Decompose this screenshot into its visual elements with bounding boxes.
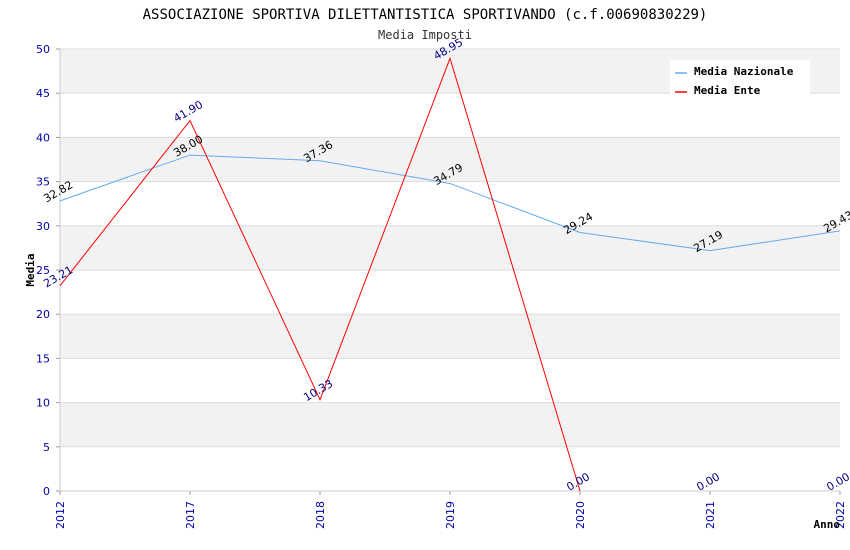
y-tick-label: 15 xyxy=(36,352,50,365)
x-tick-label: 2019 xyxy=(444,501,457,529)
y-tick-label: 0 xyxy=(43,485,50,498)
x-tick-label: 2021 xyxy=(704,501,717,529)
y-tick-label: 45 xyxy=(36,87,50,100)
axes xyxy=(59,49,840,492)
legend-box xyxy=(670,60,810,98)
x-tick-label: 2017 xyxy=(184,501,197,529)
plot-band xyxy=(60,225,840,270)
y-tick-labels: 0 5 10 15 20 25 30 35 40 45 50 xyxy=(36,43,50,498)
chart-subtitle: Media Imposti xyxy=(378,28,472,42)
legend: Media Nazionale Media Ente xyxy=(670,60,810,98)
legend-label-media-ente: Media Ente xyxy=(694,84,761,97)
plot-band xyxy=(60,270,840,315)
plot-band xyxy=(60,446,840,491)
series-line-media-nazionale xyxy=(59,154,841,252)
x-tick-label: 2022 xyxy=(834,501,847,529)
y-tick-label: 35 xyxy=(36,176,50,189)
plot-band xyxy=(60,358,840,403)
plot-bands xyxy=(60,49,840,491)
series-line-media-ente xyxy=(59,56,581,492)
y-tick-label: 10 xyxy=(36,397,50,410)
plot-band xyxy=(60,181,840,226)
y-tick-label: 20 xyxy=(36,308,50,321)
y-tick-label: 25 xyxy=(36,264,50,277)
y-tick-label: 30 xyxy=(36,220,50,233)
series-lines xyxy=(59,56,841,492)
plot-band xyxy=(60,93,840,138)
y-tick-label: 40 xyxy=(36,131,50,144)
y-axis-title: Media xyxy=(24,253,37,286)
y-tick-label: 50 xyxy=(36,43,50,56)
plot-band xyxy=(60,402,840,447)
y-tick-label: 5 xyxy=(43,441,50,454)
x-tick-label: 2012 xyxy=(54,501,67,529)
plot-band xyxy=(60,314,840,359)
plot-band xyxy=(60,137,840,182)
x-axis-title: Anno xyxy=(814,518,841,531)
chart-title: ASSOCIAZIONE SPORTIVA DILETTANTISTICA SP… xyxy=(143,7,708,23)
x-tick-label: 2020 xyxy=(574,501,587,529)
x-tick-label: 2018 xyxy=(314,501,327,529)
x-tick-labels: 2012 2017 2018 2019 2020 2021 2022 xyxy=(54,501,847,529)
legend-label-media-nazionale: Media Nazionale xyxy=(694,65,794,78)
